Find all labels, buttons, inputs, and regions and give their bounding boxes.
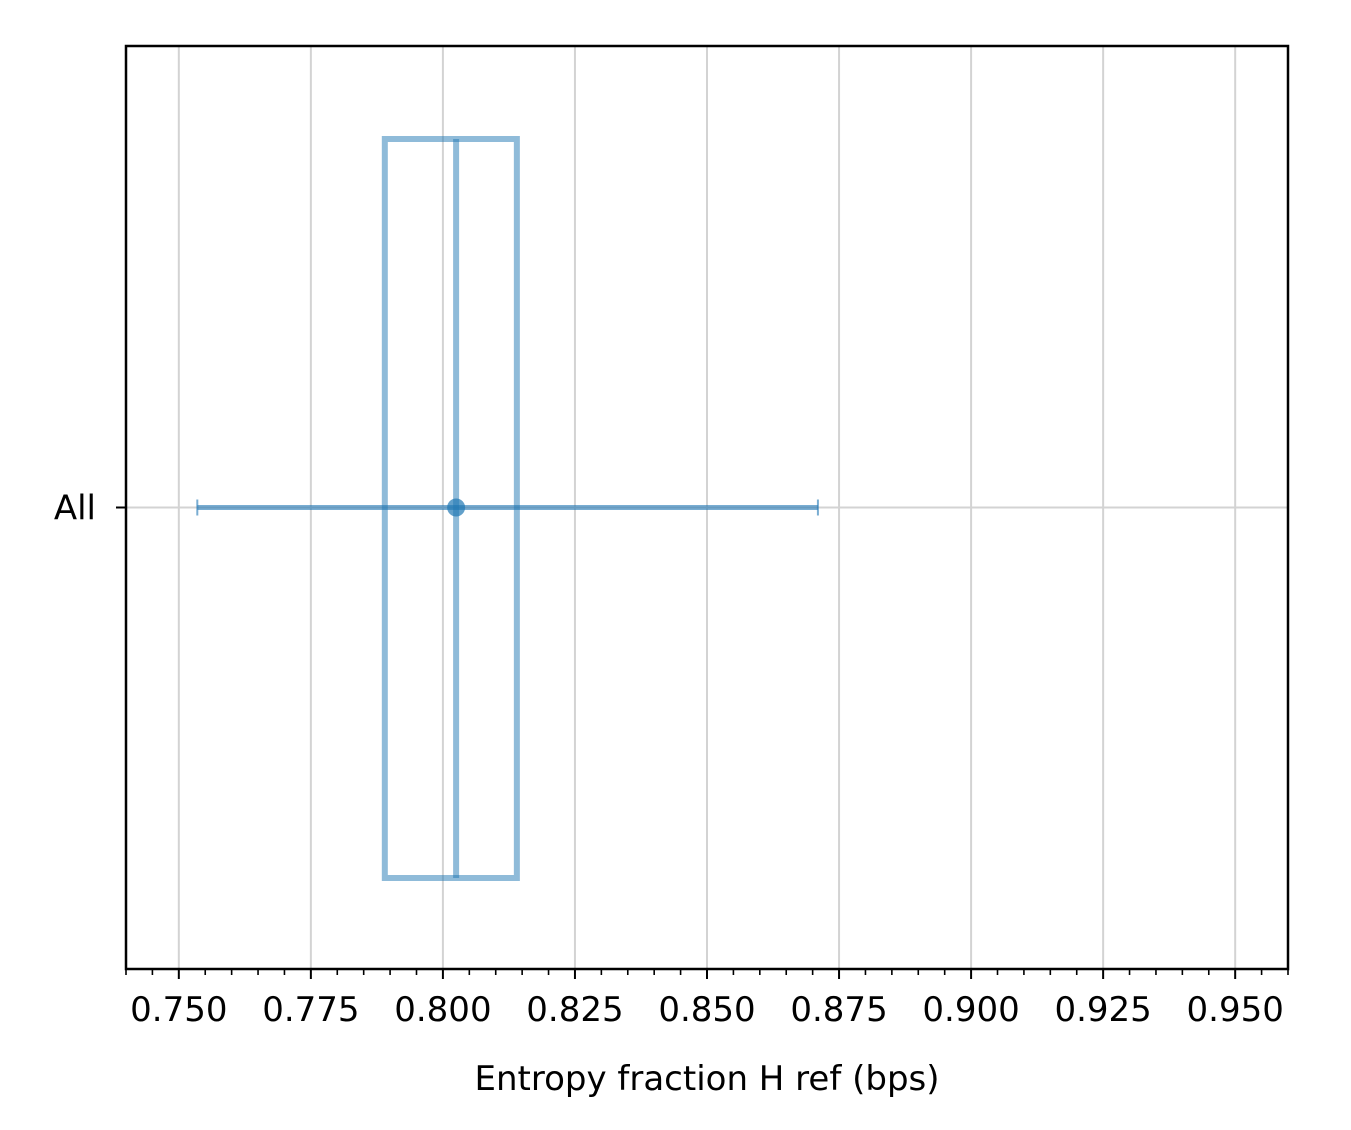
x-tick-label: 0.775 (262, 990, 359, 1030)
x-tick-label: 0.750 (130, 990, 227, 1030)
x-tick-label: 0.825 (526, 990, 623, 1030)
plot-marks (196, 136, 819, 881)
x-axis: 0.750 0.775 0.800 0.825 0.850 0.875 0.900 0.925… (125, 969, 1289, 1030)
x-axis-label: Entropy fraction H ref (bps) (474, 1059, 939, 1099)
x-tick-label: 0.850 (658, 990, 755, 1030)
x-tick-label: 0.800 (394, 990, 491, 1030)
y-tick-label: All (54, 489, 96, 529)
mean-point (447, 498, 466, 517)
x-tick-label: 0.950 (1187, 990, 1284, 1030)
x-tick-label: 0.875 (790, 990, 887, 1030)
x-tick-label: 0.925 (1054, 990, 1151, 1030)
x-tick-label: 0.900 (922, 990, 1019, 1030)
y-axis: All (54, 489, 126, 529)
